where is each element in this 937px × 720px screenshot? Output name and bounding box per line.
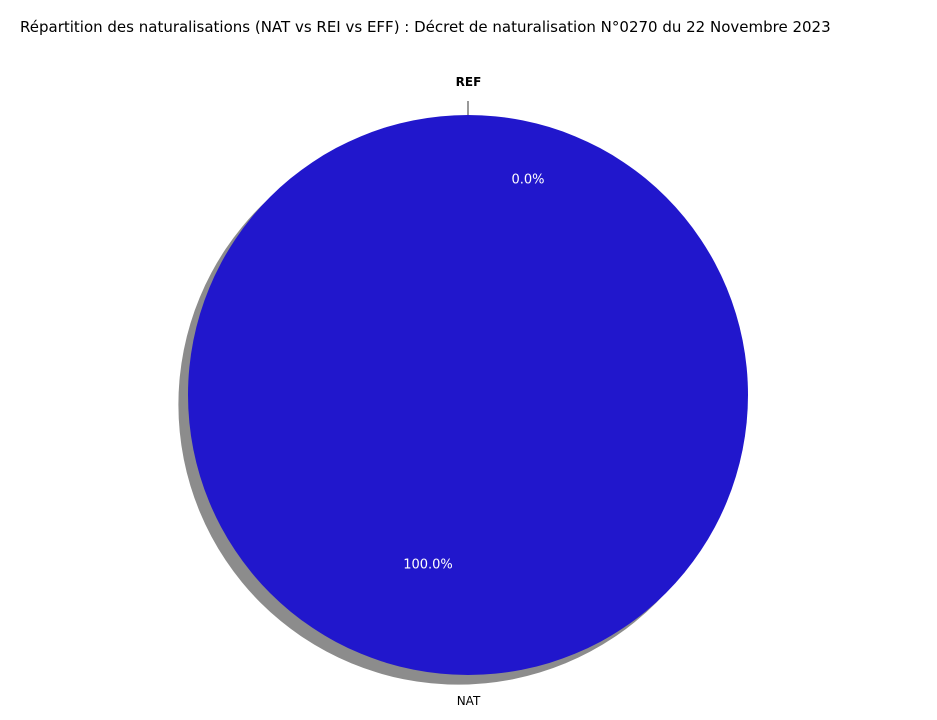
pie-chart-container: Répartition des naturalisations (NAT vs … xyxy=(0,0,937,720)
outer-label-top: REF xyxy=(456,75,482,89)
pct-label-hundred: 100.0% xyxy=(403,558,453,573)
pie-slice-nat xyxy=(188,115,748,675)
pie-chart-svg xyxy=(0,0,937,720)
outer-label-bottom: NAT xyxy=(457,694,481,708)
pct-label-zero: 0.0% xyxy=(511,173,544,188)
